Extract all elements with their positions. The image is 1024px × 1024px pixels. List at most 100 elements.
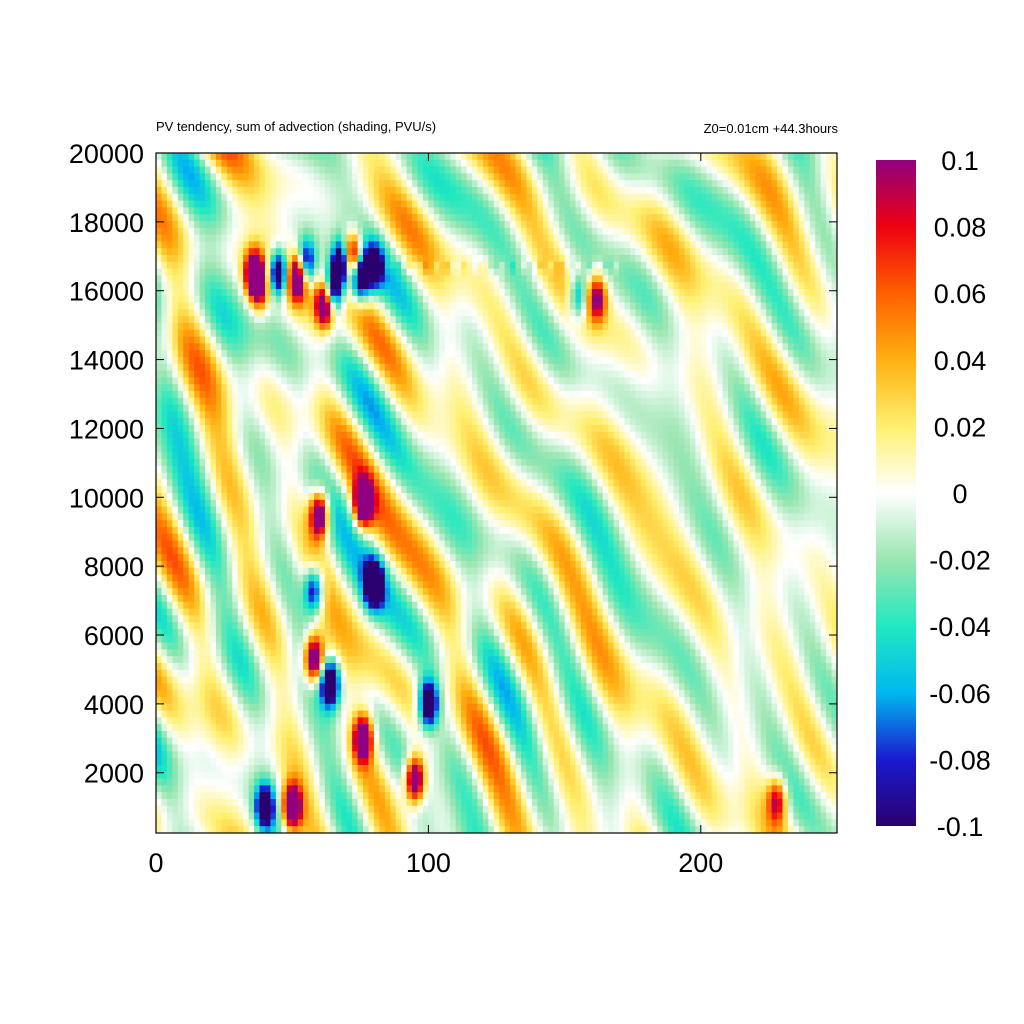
heatmap-cell [373,207,380,215]
heatmap-cell [809,343,816,351]
heatmap-cell [177,323,184,331]
heatmap-cell [749,207,756,215]
heatmap-cell [194,350,201,358]
heatmap-cell [373,200,380,208]
heatmap-cell [237,377,244,385]
heatmap-cell [373,289,380,297]
heatmap-cell [777,275,784,283]
heatmap-cell [324,329,331,338]
heatmap-cell [439,377,446,385]
heatmap-cell [199,411,206,419]
heatmap-cell [324,234,331,242]
heatmap-cell [597,214,604,222]
heatmap-cell [755,295,762,304]
heatmap-cell [379,323,386,331]
heatmap-cell [706,173,713,181]
heatmap-cell [303,391,310,399]
heatmap-cell [471,193,479,202]
heatmap-cell [461,363,468,372]
heatmap-cell [384,173,391,181]
heatmap-cell [531,350,538,358]
heatmap-cell [439,193,446,202]
heatmap-cell [259,187,266,195]
heatmap-cell [733,289,740,297]
heatmap-cell [254,187,261,195]
heatmap-cell [826,187,833,195]
heatmap-cell [504,159,511,168]
heatmap-cell [352,207,359,215]
heatmap-cell [657,166,664,174]
heatmap-cell [695,418,702,426]
heatmap-cell [319,370,326,378]
heatmap-cell [292,357,299,365]
heatmap-cell [744,193,751,202]
heatmap-cell [777,214,784,222]
heatmap-cell [482,268,489,276]
heatmap-cell [232,200,239,208]
heatmap-cell [215,377,222,385]
heatmap-cell [156,295,163,304]
heatmap-cell [809,261,816,270]
heatmap-cell [804,343,811,351]
heatmap-cell [564,289,571,297]
heatmap-cell [270,207,277,215]
heatmap-cell [248,384,255,392]
heatmap-cell [510,207,517,215]
heatmap-cell [161,329,168,338]
heatmap-cell [586,200,593,208]
heatmap-cell [166,159,173,168]
heatmap-cell [591,153,598,161]
heatmap-cell [232,282,239,290]
heatmap-cell [809,268,816,276]
heatmap-cell [232,166,239,174]
heatmap-cell [477,255,484,263]
heatmap-cell [341,275,348,283]
heatmap-cell [444,255,451,263]
heatmap-cell [521,261,528,270]
heatmap-cell [646,159,653,168]
heatmap-cell [831,227,837,236]
heatmap-cell [210,214,217,222]
heatmap-cell [379,289,386,297]
heatmap-cell [635,357,642,365]
heatmap-cell [406,404,413,412]
heatmap-cell [226,295,233,304]
heatmap-cell [417,282,424,290]
heatmap-cell [820,323,827,331]
heatmap-cell [766,357,773,365]
heatmap-cell [738,193,745,202]
heatmap-cell [760,289,767,297]
heatmap-cell [826,268,833,276]
heatmap-cell [755,193,762,202]
heatmap-cell [793,248,800,256]
heatmap-cell [635,241,642,249]
heatmap-cell [591,309,598,317]
heatmap-cell [357,336,364,344]
heatmap-cell [504,343,511,351]
heatmap-cell [188,255,195,263]
heatmap-cell [281,275,288,283]
heatmap-cell [210,302,217,310]
heatmap-cell [270,377,277,385]
heatmap-cell [826,234,833,242]
heatmap-cell [766,221,773,229]
heatmap-cell [384,404,391,412]
heatmap-cell [728,404,735,412]
heatmap-cell [728,275,735,283]
heatmap-cell [428,363,435,372]
heatmap-cell [368,377,375,385]
heatmap-cell [357,418,364,426]
heatmap-cell [297,173,304,181]
heatmap-cell [657,153,664,161]
heatmap-cell [237,391,244,399]
heatmap-cell [166,200,173,208]
heatmap-cell [689,336,696,344]
heatmap-cell [439,316,446,324]
heatmap-cell [646,309,653,317]
heatmap-cell [673,384,680,392]
heatmap-cell [782,370,789,378]
heatmap-cell [711,282,718,290]
heatmap-cell [477,350,484,358]
heatmap-cell [717,302,724,310]
heatmap-cell [700,207,707,215]
